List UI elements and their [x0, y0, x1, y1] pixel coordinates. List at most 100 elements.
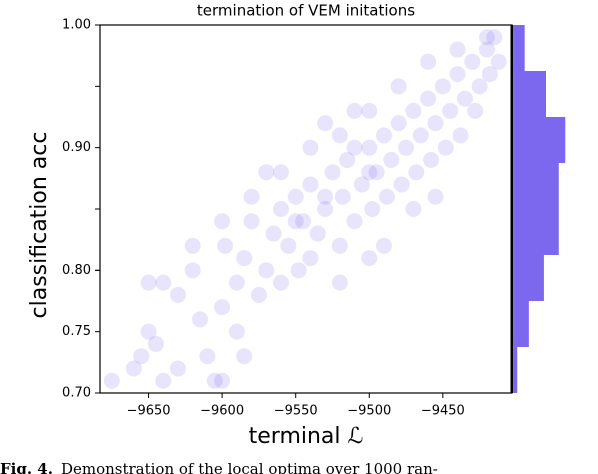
point	[206, 372, 223, 389]
point	[133, 348, 150, 365]
point	[375, 127, 392, 144]
point	[353, 176, 370, 193]
x-tick-label: −9500	[347, 404, 391, 419]
point	[390, 115, 407, 132]
y-axis-label: classification acc	[27, 132, 52, 319]
point	[317, 201, 334, 217]
point	[471, 78, 488, 95]
point	[236, 348, 253, 365]
point	[250, 286, 267, 303]
point	[199, 348, 216, 365]
point	[346, 213, 363, 230]
point	[331, 237, 348, 254]
marginal-bar	[514, 301, 529, 347]
point	[375, 237, 392, 254]
point	[258, 262, 275, 279]
point	[361, 164, 378, 181]
point	[147, 335, 164, 352]
y-tick-label: 0.75	[62, 324, 91, 339]
point	[390, 78, 407, 95]
point	[427, 115, 444, 132]
point	[339, 151, 356, 168]
point	[243, 213, 260, 230]
point	[272, 201, 289, 217]
point	[302, 176, 319, 193]
point	[346, 139, 363, 156]
point	[383, 151, 400, 168]
point	[309, 225, 326, 242]
point	[155, 274, 172, 291]
point	[449, 41, 466, 58]
marginal-bar	[514, 163, 559, 209]
point	[412, 127, 429, 144]
x-tick-label: −9650	[127, 404, 171, 419]
point	[449, 66, 466, 83]
point	[184, 237, 201, 254]
point	[478, 29, 495, 46]
x-tick-label: −9550	[274, 404, 318, 419]
marginal-bar	[514, 209, 559, 255]
caption: Fig. 4. Demonstration of the local optima…	[0, 460, 438, 474]
point	[361, 250, 378, 267]
point	[302, 139, 319, 156]
point	[125, 360, 142, 377]
point	[243, 188, 260, 205]
point	[452, 127, 469, 144]
point	[364, 201, 381, 217]
point	[214, 299, 231, 316]
point	[228, 274, 245, 291]
point	[490, 53, 507, 70]
point	[368, 164, 385, 181]
y-tick-label: 1.00	[62, 18, 91, 33]
point	[481, 66, 498, 83]
point	[464, 53, 481, 70]
point	[456, 90, 473, 107]
point	[331, 127, 348, 144]
chart-title: termination of VEM initations	[197, 2, 415, 20]
caption-text: Demonstration of the local optima over 1…	[61, 460, 438, 474]
point	[467, 102, 484, 119]
plot-frame	[99, 24, 513, 394]
point	[155, 372, 172, 389]
point	[169, 286, 186, 303]
point	[361, 139, 378, 156]
caption-label: Fig. 4.	[0, 460, 53, 474]
point	[405, 201, 422, 217]
point	[317, 115, 334, 132]
point	[192, 311, 209, 328]
point	[103, 372, 120, 389]
point	[378, 188, 395, 205]
point	[272, 164, 289, 181]
marginal-bar	[514, 347, 518, 393]
point	[398, 139, 415, 156]
point	[287, 213, 304, 230]
point	[334, 188, 351, 205]
point	[184, 262, 201, 279]
point	[140, 274, 157, 291]
y-tick-label: 0.70	[62, 386, 91, 401]
point	[346, 102, 363, 119]
y-tick-label: 0.90	[62, 140, 91, 155]
point	[217, 237, 234, 254]
point	[258, 164, 275, 181]
point	[236, 250, 253, 267]
point	[423, 151, 440, 168]
x-axis-label: terminal ℒ	[249, 424, 364, 449]
marginal-bar	[514, 25, 525, 71]
point	[214, 372, 231, 389]
y-tick-label: 0.80	[62, 263, 91, 278]
point	[427, 188, 444, 205]
point	[420, 53, 437, 70]
point	[140, 323, 157, 340]
point	[408, 164, 425, 181]
point	[287, 188, 304, 205]
point	[290, 262, 307, 279]
point	[405, 102, 422, 119]
point	[478, 41, 495, 58]
point	[437, 139, 454, 156]
point	[393, 176, 410, 193]
point	[302, 250, 319, 267]
point	[331, 274, 348, 291]
point	[420, 90, 437, 107]
